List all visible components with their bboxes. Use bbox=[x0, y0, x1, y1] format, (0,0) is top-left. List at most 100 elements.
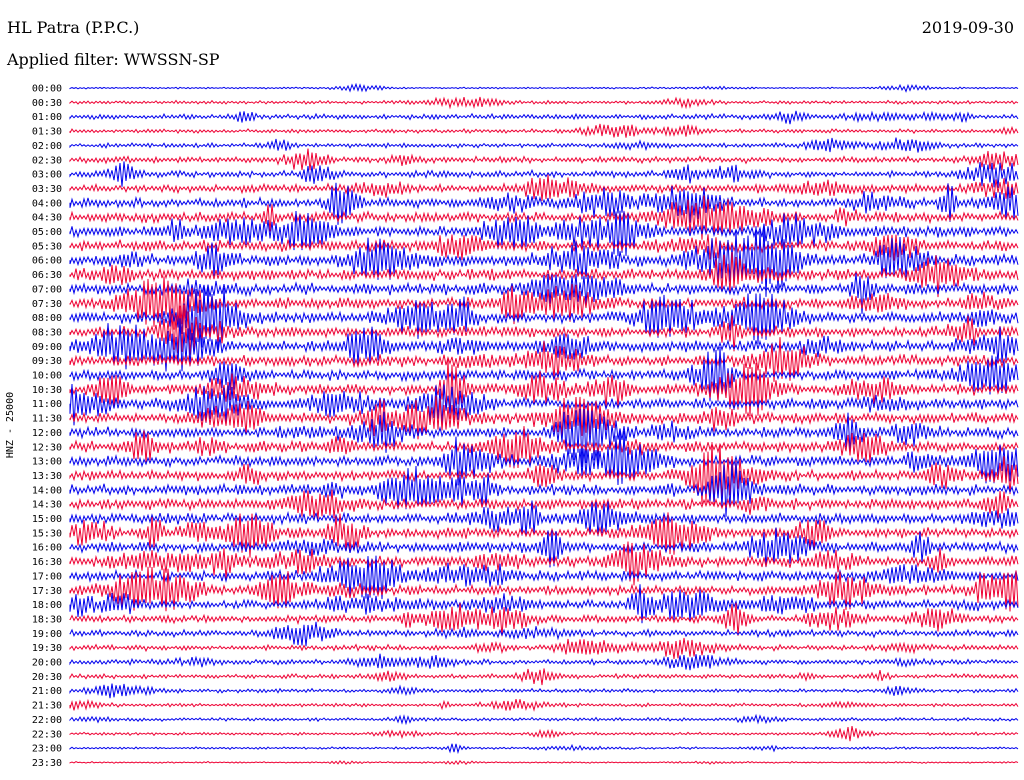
row-label: 09:30 bbox=[32, 356, 62, 367]
row-label: 04:30 bbox=[32, 213, 62, 224]
trace-1300 bbox=[69, 429, 1019, 486]
row-label: 23:00 bbox=[32, 744, 62, 755]
trace-0800 bbox=[69, 286, 1019, 351]
trace-2130 bbox=[69, 698, 1019, 712]
trace-1400 bbox=[69, 461, 1019, 517]
trace-0730 bbox=[69, 276, 1019, 330]
row-label: 14:00 bbox=[32, 485, 62, 496]
trace-0030 bbox=[69, 96, 1019, 110]
row-label: 02:30 bbox=[32, 155, 62, 166]
trace-1000 bbox=[69, 346, 1019, 402]
trace-1930 bbox=[69, 637, 1019, 659]
trace-1230 bbox=[69, 426, 1019, 469]
row-label: 03:30 bbox=[32, 184, 62, 195]
trace-1500 bbox=[69, 500, 1019, 537]
row-label: 02:00 bbox=[32, 141, 62, 152]
row-label: 08:30 bbox=[32, 327, 62, 338]
time-labels: 00:00 00:30 01:00 01:30 02:00 02:30 03:00 03:30… bbox=[32, 84, 62, 769]
trace-0900 bbox=[69, 318, 1019, 372]
row-label: 16:30 bbox=[32, 557, 62, 568]
row-label: 01:30 bbox=[32, 127, 62, 138]
trace-0230 bbox=[69, 148, 1019, 171]
row-label: 18:30 bbox=[32, 614, 62, 625]
trace-1700 bbox=[69, 555, 1019, 600]
trace-0630 bbox=[69, 251, 1019, 298]
trace-2200 bbox=[69, 713, 1019, 726]
trace-1600 bbox=[69, 527, 1019, 568]
trace-2230 bbox=[69, 726, 1019, 742]
trace-2330 bbox=[69, 759, 1019, 766]
station-title: HL Patra (P.P.C.) bbox=[7, 18, 140, 37]
row-label: 07:00 bbox=[32, 284, 62, 295]
row-label: 16:00 bbox=[32, 543, 62, 554]
row-label: 21:30 bbox=[32, 701, 62, 712]
row-label: 11:30 bbox=[32, 414, 62, 425]
trace-2000 bbox=[69, 653, 1019, 671]
row-label: 12:00 bbox=[32, 428, 62, 439]
trace-0300 bbox=[69, 161, 1019, 188]
trace-0700 bbox=[69, 273, 1019, 314]
trace-0500 bbox=[69, 210, 1019, 257]
trace-0100 bbox=[69, 110, 1019, 125]
row-label: 12:30 bbox=[32, 442, 62, 453]
row-label: 14:30 bbox=[32, 500, 62, 511]
trace-1030 bbox=[69, 359, 1019, 421]
row-label: 08:00 bbox=[32, 313, 62, 324]
row-label: 23:30 bbox=[32, 758, 62, 769]
trace-0000 bbox=[69, 82, 1019, 93]
row-label: 19:30 bbox=[32, 643, 62, 654]
trace-0830 bbox=[69, 304, 1019, 355]
row-label: 00:00 bbox=[32, 84, 62, 95]
row-label: 11:00 bbox=[32, 399, 62, 410]
row-label: 21:00 bbox=[32, 686, 62, 697]
trace-1100 bbox=[69, 383, 1019, 426]
trace-1630 bbox=[69, 541, 1019, 586]
trace-0600 bbox=[69, 224, 1019, 297]
trace-0130 bbox=[69, 123, 1019, 138]
row-label: 22:00 bbox=[32, 715, 62, 726]
row-label: 13:00 bbox=[32, 457, 62, 468]
row-label: 03:00 bbox=[32, 170, 62, 181]
row-label: 05:30 bbox=[32, 241, 62, 252]
row-label: 17:30 bbox=[32, 586, 62, 597]
trace-2030 bbox=[69, 668, 1019, 686]
row-label: 20:30 bbox=[32, 672, 62, 683]
seismogram-traces bbox=[69, 82, 1019, 766]
row-label: 15:00 bbox=[32, 514, 62, 525]
trace-0400 bbox=[69, 182, 1019, 225]
row-label: 19:00 bbox=[32, 629, 62, 640]
trace-0930 bbox=[69, 337, 1019, 382]
trace-1800 bbox=[69, 584, 1019, 624]
row-label: 05:00 bbox=[32, 227, 62, 238]
row-label: 20:00 bbox=[32, 658, 62, 669]
row-label: 04:00 bbox=[32, 198, 62, 209]
trace-2300 bbox=[69, 743, 1019, 755]
trace-1530 bbox=[69, 512, 1019, 558]
row-label: 17:00 bbox=[32, 571, 62, 582]
record-date: 2019-09-30 bbox=[921, 18, 1014, 37]
row-label: 01:00 bbox=[32, 112, 62, 123]
trace-0530 bbox=[69, 234, 1019, 261]
y-axis-label: HNZ - 25000 bbox=[5, 392, 16, 458]
trace-0200 bbox=[69, 137, 1019, 153]
row-label: 15:30 bbox=[32, 528, 62, 539]
trace-1330 bbox=[69, 442, 1019, 507]
row-label: 07:30 bbox=[32, 299, 62, 310]
trace-1830 bbox=[69, 602, 1019, 637]
trace-0330 bbox=[69, 174, 1019, 202]
row-label: 13:30 bbox=[32, 471, 62, 482]
trace-2100 bbox=[69, 683, 1019, 699]
row-label: 06:30 bbox=[32, 270, 62, 281]
trace-0430 bbox=[69, 195, 1019, 240]
trace-1900 bbox=[69, 621, 1019, 647]
trace-1130 bbox=[69, 396, 1019, 440]
row-label: 10:30 bbox=[32, 385, 62, 396]
trace-1430 bbox=[69, 489, 1019, 520]
row-label: 10:00 bbox=[32, 371, 62, 382]
trace-1730 bbox=[69, 566, 1019, 612]
trace-1200 bbox=[69, 408, 1019, 468]
row-label: 18:00 bbox=[32, 600, 62, 611]
row-label: 00:30 bbox=[32, 98, 62, 109]
row-label: 06:00 bbox=[32, 256, 62, 267]
